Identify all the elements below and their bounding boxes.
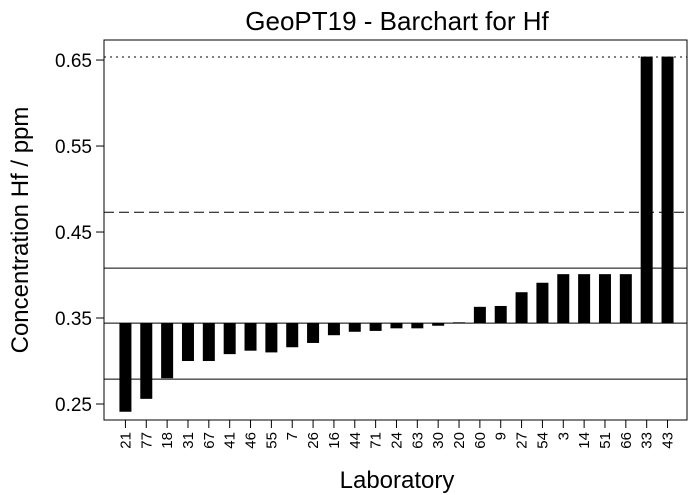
y-tick-label: 0.45 bbox=[55, 223, 92, 244]
bar bbox=[369, 323, 382, 331]
x-tick-label: 33 bbox=[639, 432, 656, 449]
x-tick-label: 60 bbox=[472, 432, 489, 449]
x-tick-label: 14 bbox=[576, 432, 593, 449]
x-tick-label: 27 bbox=[514, 432, 531, 449]
bar bbox=[244, 323, 257, 351]
bar bbox=[327, 323, 340, 336]
x-tick-label: 77 bbox=[138, 432, 155, 449]
y-tick-label: 0.35 bbox=[55, 309, 92, 330]
bar bbox=[494, 305, 507, 324]
x-tick-label: 46 bbox=[243, 432, 260, 449]
bar bbox=[161, 323, 174, 379]
bar bbox=[619, 274, 632, 324]
bar bbox=[286, 323, 299, 348]
y-tick-label: 0.55 bbox=[55, 137, 92, 158]
x-tick-label: 21 bbox=[117, 432, 134, 449]
bar bbox=[411, 323, 424, 329]
bar bbox=[598, 274, 611, 324]
bar bbox=[223, 323, 236, 355]
x-tick-label: 44 bbox=[347, 432, 364, 449]
x-tick-label: 41 bbox=[222, 432, 239, 449]
x-tick-label: 26 bbox=[305, 432, 322, 449]
bar bbox=[140, 323, 153, 399]
bar bbox=[640, 56, 653, 324]
x-tick-label: 3 bbox=[555, 432, 572, 440]
bar bbox=[661, 56, 674, 324]
x-tick-label: 55 bbox=[263, 432, 280, 449]
bar bbox=[453, 322, 466, 324]
bar bbox=[432, 323, 445, 326]
y-tick-label: 0.65 bbox=[55, 51, 92, 72]
bar bbox=[390, 323, 403, 329]
x-tick-label: 54 bbox=[534, 432, 551, 449]
bar bbox=[536, 282, 549, 324]
x-tick-label: 66 bbox=[618, 432, 635, 449]
x-tick-label: 63 bbox=[409, 432, 426, 449]
plot-frame bbox=[103, 39, 688, 421]
bar bbox=[202, 323, 215, 362]
bar bbox=[473, 306, 486, 324]
x-tick-label: 31 bbox=[180, 432, 197, 449]
x-tick-label: 20 bbox=[451, 432, 468, 449]
bar bbox=[557, 274, 570, 324]
x-axis-label: Laboratory bbox=[340, 467, 455, 494]
bar bbox=[181, 323, 194, 362]
x-tick-label: 9 bbox=[493, 432, 510, 440]
x-tick-label: 71 bbox=[368, 432, 385, 449]
bar bbox=[515, 292, 528, 324]
bar bbox=[265, 323, 278, 353]
x-tick-label: 51 bbox=[597, 432, 614, 449]
x-tick-label: 30 bbox=[430, 432, 447, 449]
chart-title: GeoPT19 - Barchart for Hf bbox=[245, 6, 549, 36]
bar bbox=[119, 323, 132, 412]
x-tick-label: 16 bbox=[326, 432, 343, 449]
bar bbox=[578, 274, 591, 324]
x-tick-label: 7 bbox=[284, 432, 301, 440]
bar bbox=[307, 323, 320, 343]
x-tick-label: 43 bbox=[660, 432, 677, 449]
bar bbox=[348, 323, 361, 332]
y-tick-label: 0.25 bbox=[55, 395, 92, 416]
x-tick-label: 24 bbox=[388, 432, 405, 449]
y-axis-label: Concentration Hf / ppm bbox=[7, 107, 34, 354]
x-tick-label: 18 bbox=[159, 432, 176, 449]
x-tick-label: 67 bbox=[201, 432, 218, 449]
